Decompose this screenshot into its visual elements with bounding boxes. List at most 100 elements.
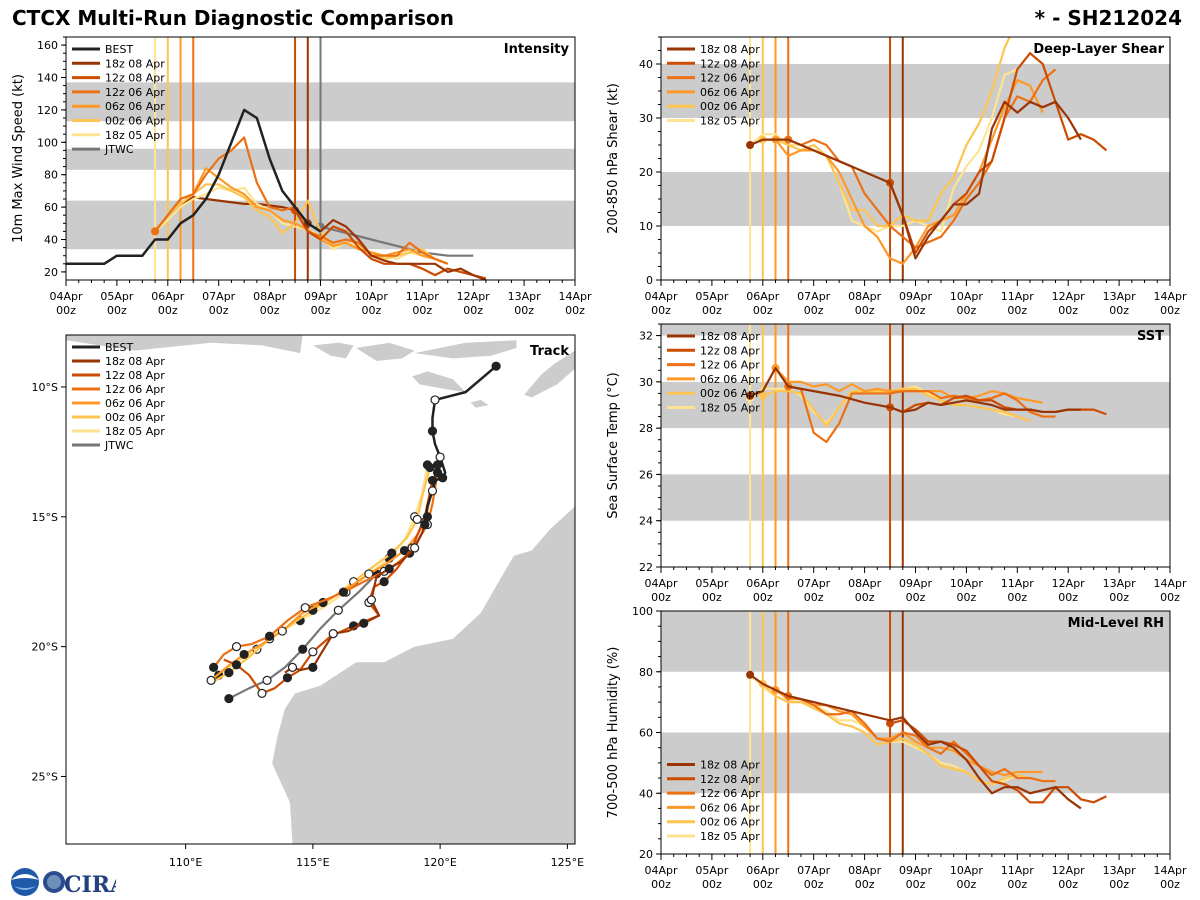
series-line <box>762 387 1031 427</box>
track-position-marker <box>420 519 430 530</box>
track-position-marker <box>359 618 369 628</box>
y-tick-label: 60 <box>639 727 653 740</box>
init-marker <box>758 391 767 400</box>
x-tick-label: 05Apr <box>695 864 729 877</box>
series-line <box>749 366 1081 414</box>
x-tick-label: 00z <box>957 878 977 891</box>
legend-label: 18z 08 Apr <box>700 759 760 772</box>
y-tick-label: 100 <box>37 136 58 149</box>
x-tick-label: 04Apr <box>644 864 678 877</box>
y-axis-label: 700-500 hPa Humidity (%) <box>606 647 621 819</box>
series-line <box>749 68 1018 233</box>
y-tick-label: 25°S <box>32 770 58 783</box>
y-tick-label: 40 <box>44 234 58 247</box>
y-tick-label: 26 <box>639 468 653 481</box>
track-position-marker <box>300 603 310 613</box>
y-tick-label: 20 <box>44 266 58 279</box>
track-position-marker <box>427 426 438 436</box>
track-position-marker <box>206 675 216 685</box>
x-tick-label: 00z <box>1058 878 1078 891</box>
x-tick-label: 115°E <box>296 856 329 869</box>
x-tick-label: 00z <box>957 591 977 604</box>
land-island <box>470 399 489 408</box>
track-position-marker <box>282 673 293 683</box>
x-tick-label: 06Apr <box>746 577 780 590</box>
init-marker <box>746 391 755 400</box>
track-position-marker <box>224 668 234 678</box>
legend-label: 12z 08 Apr <box>105 369 165 382</box>
y-tick-label: 10°S <box>32 381 58 394</box>
track-position-marker <box>277 626 287 636</box>
x-tick-label: 06Apr <box>746 290 780 303</box>
series-line <box>66 108 322 266</box>
x-tick-label: 14Apr <box>1153 864 1187 877</box>
series-line <box>154 167 449 265</box>
init-marker <box>746 670 755 679</box>
legend-label: 18z 08 Apr <box>700 330 760 343</box>
x-tick-label: 00z <box>702 878 722 891</box>
y-tick-label: 20 <box>639 848 653 861</box>
track-position-marker <box>410 543 420 553</box>
x-tick-label: 00z <box>804 304 824 317</box>
legend-label: 18z 05 Apr <box>105 425 165 438</box>
track-position-marker <box>387 548 397 558</box>
track-position-marker <box>231 660 242 670</box>
series-line <box>889 52 1108 255</box>
x-tick-label: 06Apr <box>151 290 185 303</box>
threshold-band <box>661 172 1170 226</box>
x-tick-label: 00z <box>1160 591 1180 604</box>
x-tick-label: 00z <box>651 591 671 604</box>
y-tick-label: 80 <box>639 666 653 679</box>
x-tick-label: 00z <box>906 591 926 604</box>
legend-label: JTWC <box>104 143 134 156</box>
land-island <box>412 371 466 393</box>
track-position-marker <box>257 688 267 698</box>
legend-label: BEST <box>105 341 133 354</box>
x-tick-label: 07Apr <box>797 577 831 590</box>
legend-label: 18z 08 Apr <box>105 57 165 70</box>
x-tick-label: 00z <box>1007 304 1027 317</box>
x-tick-label: 13Apr <box>1103 577 1137 590</box>
x-tick-label: 00z <box>412 304 432 317</box>
y-tick-label: 15°S <box>32 511 58 524</box>
x-tick-label: 11Apr <box>1001 864 1035 877</box>
legend-label: 18z 05 Apr <box>105 129 165 142</box>
legend-label: 06z 06 Apr <box>700 801 760 814</box>
track-position-marker <box>432 460 443 470</box>
legend-label: 06z 06 Apr <box>105 397 165 410</box>
track-position-marker <box>224 693 234 704</box>
x-tick-label: 09Apr <box>899 577 933 590</box>
x-tick-label: 00z <box>565 304 585 317</box>
x-tick-label: 14Apr <box>1153 577 1187 590</box>
x-tick-label: 04Apr <box>644 577 678 590</box>
threshold-band <box>661 474 1170 521</box>
land-island <box>356 342 415 361</box>
plot-area <box>661 324 1170 567</box>
x-tick-label: 11Apr <box>406 290 440 303</box>
plot-area <box>66 37 575 280</box>
y-tick-label: 40 <box>639 787 653 800</box>
track-position-marker <box>298 644 308 654</box>
x-tick-label: 10Apr <box>355 290 389 303</box>
track-position-marker <box>491 361 501 371</box>
x-tick-label: 00z <box>804 878 824 891</box>
x-tick-label: 07Apr <box>797 864 831 877</box>
x-tick-label: 13Apr <box>1103 864 1137 877</box>
x-tick-label: 00z <box>651 878 671 891</box>
y-tick-label: 20°S <box>32 641 58 654</box>
x-tick-label: 08Apr <box>848 577 882 590</box>
track-position-marker <box>427 486 438 496</box>
y-axis-label: 200-850 hPa Shear (kt) <box>606 83 621 234</box>
x-tick-label: 00z <box>158 304 178 317</box>
x-tick-label: 08Apr <box>848 290 882 303</box>
y-tick-label: 140 <box>37 72 58 85</box>
panel-sst: 22242628303204Apr00z05Apr00z06Apr00z07Ap… <box>606 323 1187 604</box>
x-tick-label: 05Apr <box>695 290 729 303</box>
plot-area <box>661 611 1170 854</box>
legend-label: 18z 05 Apr <box>700 402 760 415</box>
cira-logo-icon: CIRA <box>43 871 116 898</box>
track-position-marker <box>239 649 249 660</box>
x-tick-label: 10Apr <box>950 577 984 590</box>
